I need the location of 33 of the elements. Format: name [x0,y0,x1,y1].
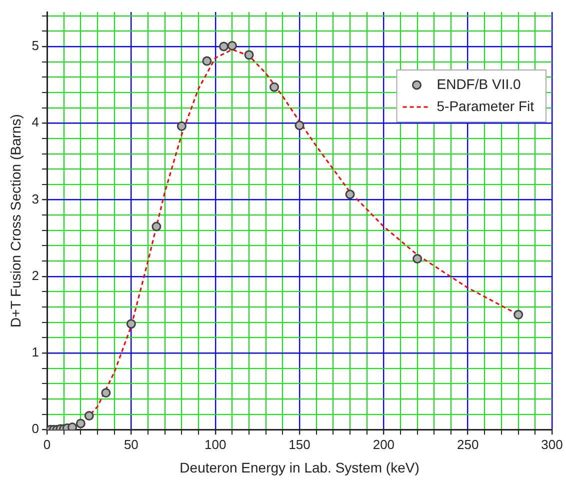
point [202,56,212,66]
x-tick-label: 50 [124,436,138,452]
point [101,388,111,398]
point [345,190,355,200]
point [412,254,422,264]
point [227,40,237,50]
y-axis-title: D+T Fusion Cross Section (Barns) [7,114,24,328]
y-tick-label: 5 [32,38,40,54]
y-tick-label: 3 [32,191,40,206]
point [84,411,94,421]
legend-label: 5-Parameter Fit [436,98,534,114]
x-tick-label: 300 [541,436,563,452]
y-tick-label: 2 [32,268,40,283]
legend-label: ENDF/B VII.0 [436,76,521,92]
x-tick-label: 250 [456,436,479,452]
point [294,120,304,130]
x-tick-label: 100 [204,436,226,452]
x-tick-label: 150 [288,436,310,452]
point [176,121,186,131]
x-tick-label: 200 [372,436,395,452]
point [219,42,229,52]
point [68,422,78,430]
y-tick-label: 0 [32,421,40,436]
y-tick-label: 1 [32,344,40,360]
point [244,50,254,60]
point [514,310,524,320]
point [126,319,136,329]
point [270,82,280,92]
point [76,418,86,428]
y-tick-label: 4 [32,114,40,130]
x-axis-title: Deuteron Energy in Lab. System (keV) [180,459,420,476]
point [152,222,162,232]
x-tick-label: 0 [43,436,51,452]
